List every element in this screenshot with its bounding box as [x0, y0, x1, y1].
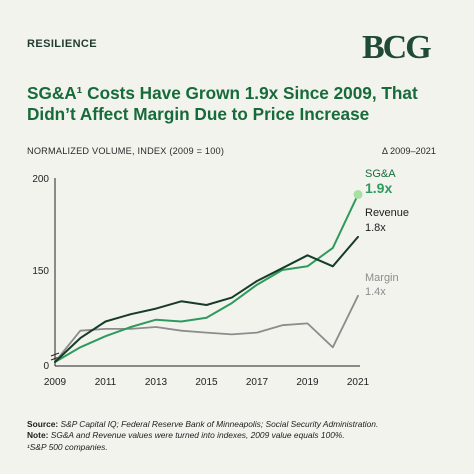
series-multiplier-sga: 1.9x	[365, 180, 392, 196]
section-tag: RESILIENCE	[27, 38, 98, 50]
series-multiplier-revenue: 1.8x	[365, 222, 386, 234]
x-tick-label: 2015	[195, 377, 218, 388]
sga-end-marker	[353, 190, 363, 200]
series-line-sga	[54, 193, 359, 363]
series-label-revenue: Revenue	[365, 207, 409, 219]
footnote-line: ¹S&P 500 companies.	[27, 441, 108, 452]
chart-footer: Source: S&P Capital IQ; Federal Reserve …	[27, 419, 457, 453]
x-tick-label: 2011	[95, 377, 117, 388]
series-label-margin: Margin	[365, 272, 399, 284]
series-line-revenue	[54, 235, 359, 363]
x-tick-label: 2009	[44, 377, 67, 388]
x-tick-label: 2013	[145, 377, 168, 388]
series-label-sga: SG&A	[365, 168, 396, 180]
series-multiplier-margin: 1.4x	[365, 286, 386, 298]
series-line-margin	[54, 294, 359, 363]
y-tick-label: 0	[43, 361, 49, 372]
y-tick-label: 200	[32, 174, 49, 185]
chart-subtitle: NORMALIZED VOLUME, INDEX (2009 = 100)	[27, 146, 225, 156]
x-tick-label: 2019	[296, 377, 319, 388]
chart-title: SG&A¹ Costs Have Grown 1.9x Since 2009, …	[27, 83, 418, 124]
y-tick-label: 150	[32, 266, 49, 277]
x-tick-label: 2021	[347, 377, 370, 388]
bcg-logo: BCG	[362, 29, 433, 62]
delta-period-label: Δ 2009–2021	[381, 146, 436, 156]
x-tick-label: 2017	[246, 377, 269, 388]
source-line: Source: S&P Capital IQ; Federal Reserve …	[27, 419, 379, 429]
svg-text:BCG: BCG	[362, 29, 431, 62]
note-line: Note: SG&A and Revenue values were turne…	[27, 430, 345, 441]
